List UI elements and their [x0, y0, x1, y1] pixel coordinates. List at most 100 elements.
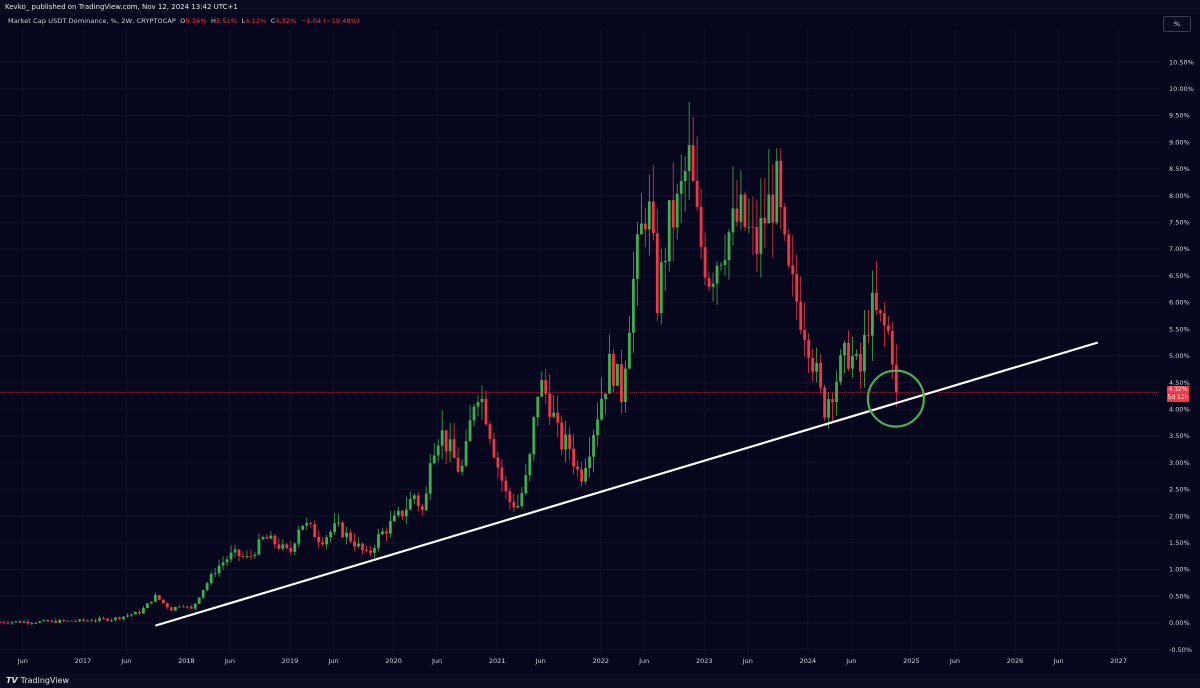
y-tick-label: 0.00% [1169, 619, 1190, 627]
x-tick-label: Jun [845, 657, 856, 665]
candle-body [803, 329, 807, 340]
candle-body [161, 599, 165, 604]
percent-scale-button[interactable]: % [1163, 16, 1191, 32]
symbol-legend: Market Cap USDT Dominance, %, 2W, CRYPTO… [8, 17, 360, 25]
candle-body [428, 463, 432, 494]
open-value: 5.36% [185, 17, 207, 25]
candle-body [886, 325, 890, 331]
candle-body [464, 441, 468, 466]
symbol-title: Market Cap USDT Dominance, %, 2W, CRYPTO… [8, 17, 176, 25]
candle-body [620, 364, 623, 403]
y-tick-label: 5.00% [1169, 352, 1190, 360]
candle-body [424, 493, 428, 511]
candle-body [34, 622, 38, 624]
publish-info: Kevko_ published on TradingView.com, Nov… [0, 0, 1200, 14]
candle-body [241, 556, 245, 557]
candle-body [337, 522, 340, 524]
candle-body [703, 247, 707, 278]
y-tick-label: 10.50% [1169, 58, 1194, 66]
candle-body [655, 233, 659, 314]
candle-body [520, 493, 524, 507]
candle-body [460, 465, 464, 472]
candle-body [476, 402, 480, 407]
candle-body [639, 223, 643, 235]
candle-body [185, 606, 189, 608]
candle-body [819, 362, 823, 388]
candle-body [86, 620, 90, 622]
candle-body [436, 445, 440, 456]
tradingview-logo-icon: 𝙏𝙑 [6, 676, 18, 685]
candle-body [62, 620, 66, 621]
candle-body [381, 531, 384, 535]
candle-body [432, 455, 436, 464]
candle-body [333, 523, 337, 533]
candle-body [106, 618, 109, 621]
candle-body [671, 200, 675, 228]
y-tick-label: 8.00% [1169, 192, 1190, 200]
candle-body [42, 620, 46, 622]
last-price-tag: 4.32% [1167, 386, 1189, 395]
candle-body [874, 292, 878, 311]
candle-body [126, 615, 129, 617]
candle-body [309, 523, 313, 525]
chart-grid [0, 30, 1160, 655]
candle-body [719, 264, 723, 266]
candle-body [205, 583, 209, 590]
candle-body [604, 393, 607, 400]
y-tick-label: 0.50% [1169, 592, 1190, 600]
y-tick-label: 5.50% [1169, 325, 1190, 333]
candle-body [755, 227, 759, 254]
candle-body [70, 620, 74, 622]
candle-body [488, 424, 492, 440]
candle-body [584, 468, 587, 482]
candle-body [157, 595, 161, 600]
candle-body [596, 419, 599, 436]
candle-body [392, 515, 396, 522]
tradingview-logo[interactable]: 𝙏𝙑 TradingView [6, 676, 69, 685]
candle-body [118, 617, 121, 619]
candle-body [138, 612, 141, 614]
candle-body [707, 277, 711, 287]
candle-body [516, 506, 520, 508]
candle-body [807, 339, 811, 359]
candle-body [847, 343, 850, 369]
candle-body [341, 522, 344, 538]
candle-body [297, 529, 301, 544]
price-axis: 10.50% 10.00% 9.50% 9.00% 8.50% 8.00% 7.50% 7.0… [1169, 58, 1194, 654]
x-tick-label: Jun [431, 657, 442, 665]
candle-body [679, 181, 683, 194]
candle-body [536, 396, 540, 418]
candle-body [831, 399, 834, 403]
candle-body [556, 412, 560, 423]
candle-body [711, 283, 715, 287]
candle-body [408, 498, 412, 510]
bar-countdown-tag: 5d 12h [1167, 394, 1189, 403]
candle-body [839, 355, 842, 382]
candle-body [811, 358, 815, 372]
candle-body [114, 617, 117, 620]
candle-body [253, 554, 257, 557]
candle-body [173, 606, 177, 611]
time-axis: Jun 2017 Jun 2018 Jun 2019 Jun 2020 Jun 2021 Jun 20… [17, 657, 1127, 665]
candle-body [46, 620, 50, 622]
candle-body [213, 573, 217, 575]
candle-body [572, 448, 576, 467]
candle-body [859, 354, 862, 372]
x-tick-label: Jun [120, 657, 131, 665]
x-tick-label: 2021 [489, 657, 506, 665]
candle-body [122, 616, 125, 619]
y-tick-label: 3.50% [1169, 432, 1190, 440]
candle-body [289, 548, 293, 552]
candle-body [365, 549, 368, 551]
candle-body [277, 544, 281, 549]
candle-body [528, 454, 532, 476]
y-tick-label: 2.00% [1169, 512, 1190, 520]
candle-body [58, 620, 62, 623]
candle-body [357, 543, 360, 547]
candle-body [385, 531, 388, 534]
candle-body [667, 200, 671, 261]
candle-body [791, 265, 795, 275]
candle-body [377, 534, 380, 549]
candle-body [867, 334, 870, 336]
